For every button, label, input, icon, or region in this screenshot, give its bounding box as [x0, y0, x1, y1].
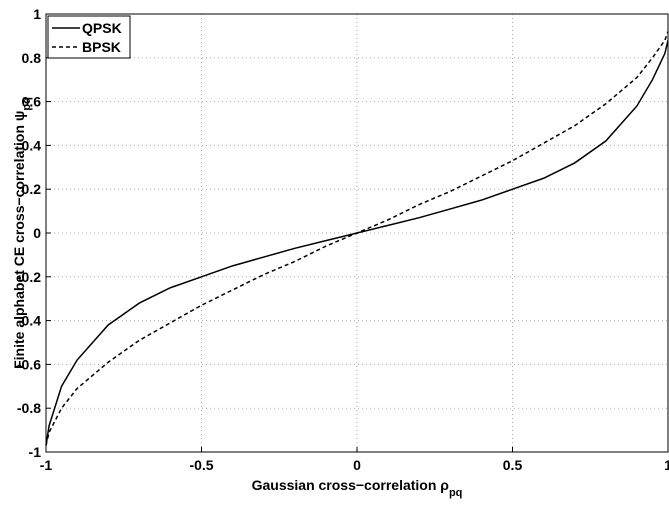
x-tick-label: -0.5 — [189, 457, 213, 473]
legend-label: BPSK — [82, 39, 121, 55]
y-axis-label-text: Finite alphabet CE cross−correlation ψ — [11, 111, 27, 369]
x-axis-label-sub: pq — [449, 487, 462, 499]
y-tick-label: -0.8 — [17, 400, 41, 416]
x-tick-label: 0.5 — [503, 457, 523, 473]
series-line — [45, 31, 669, 446]
y-tick-label: 0.2 — [22, 181, 42, 197]
y-axis-label-sub: pq — [21, 97, 33, 110]
legend-box — [47, 15, 131, 59]
y-tick-label: 1 — [33, 6, 41, 22]
x-tick-label: 0 — [353, 457, 361, 473]
y-tick-label: 0.8 — [22, 50, 42, 66]
x-axis-label: Gaussian cross−correlation ρpq — [252, 477, 463, 499]
x-tick-label: -1 — [40, 457, 53, 473]
x-axis-label-text: Gaussian cross−correlation ρ — [252, 477, 450, 493]
y-tick-label: -0.6 — [17, 356, 41, 372]
y-tick-label: -1 — [29, 444, 42, 460]
y-tick-label: -0.4 — [17, 313, 41, 329]
x-tick-label: 1 — [664, 457, 669, 473]
y-tick-label: -0.2 — [17, 269, 41, 285]
legend-label: QPSK — [82, 20, 122, 36]
y-tick-label: 0 — [33, 225, 41, 241]
y-tick-label: 0.6 — [22, 94, 42, 110]
plot-frame — [45, 13, 669, 453]
y-tick-label: 0.4 — [22, 137, 42, 153]
y-axis-label: Finite alphabet CE cross−correlation ψpq — [11, 97, 33, 369]
